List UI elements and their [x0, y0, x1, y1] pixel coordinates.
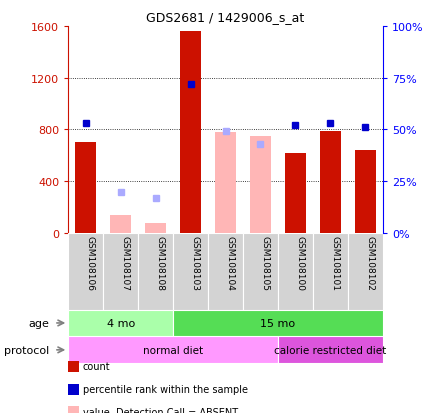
Bar [250, 137, 271, 233]
Title: GDS2681 / 1429006_s_at: GDS2681 / 1429006_s_at [147, 11, 304, 24]
Bar [173, 233, 208, 310]
Text: GSM108108: GSM108108 [156, 236, 165, 290]
Bar [145, 223, 166, 233]
Bar [215, 133, 236, 233]
Bar [68, 337, 278, 363]
Text: 15 mo: 15 mo [260, 318, 296, 328]
Text: percentile rank within the sample: percentile rank within the sample [83, 384, 248, 394]
Bar [278, 233, 313, 310]
Bar [355, 151, 376, 233]
Text: protocol: protocol [4, 345, 49, 355]
Bar [110, 215, 131, 233]
Bar [75, 143, 96, 233]
Text: GSM108101: GSM108101 [330, 236, 339, 290]
Text: 4 mo: 4 mo [106, 318, 135, 328]
Text: normal diet: normal diet [143, 345, 203, 355]
Text: GSM108104: GSM108104 [226, 236, 235, 290]
Bar [173, 310, 383, 337]
Bar [68, 233, 103, 310]
Text: calorie restricted diet: calorie restricted diet [274, 345, 386, 355]
Text: GSM108100: GSM108100 [295, 236, 304, 290]
Text: GSM108105: GSM108105 [260, 236, 269, 290]
Bar [208, 233, 243, 310]
Text: GSM108103: GSM108103 [191, 236, 200, 290]
Bar [285, 153, 306, 233]
Text: age: age [29, 318, 49, 328]
Bar [180, 32, 201, 233]
Text: GSM108107: GSM108107 [121, 236, 130, 290]
Text: count: count [83, 361, 110, 371]
Text: GSM108102: GSM108102 [365, 236, 374, 290]
Bar [348, 233, 383, 310]
Text: value, Detection Call = ABSENT: value, Detection Call = ABSENT [83, 407, 238, 413]
Bar [320, 131, 341, 233]
Text: GSM108106: GSM108106 [86, 236, 95, 290]
Bar [103, 233, 138, 310]
Bar [68, 310, 173, 337]
Bar [313, 233, 348, 310]
Bar [243, 233, 278, 310]
Bar [138, 233, 173, 310]
Bar [278, 337, 383, 363]
